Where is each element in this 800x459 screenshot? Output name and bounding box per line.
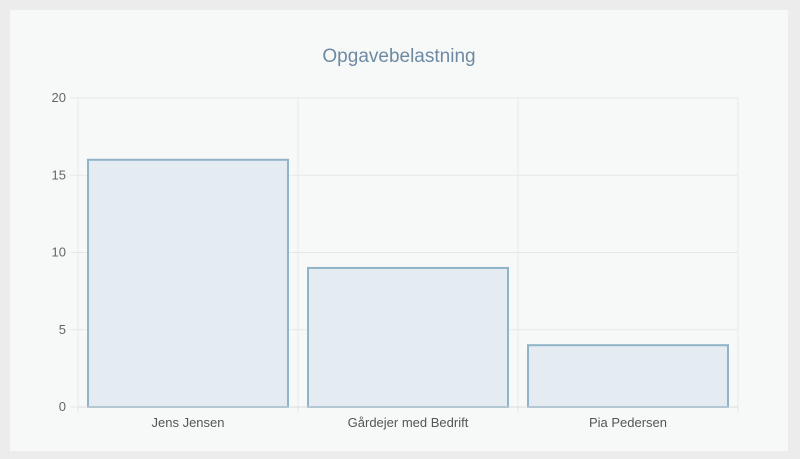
bar bbox=[87, 158, 289, 408]
chart-card: Opgavebelastning 0 5 10 15 20 Jens Jensen Gård… bbox=[10, 10, 788, 451]
chart-title: Opgavebelastning bbox=[322, 46, 476, 67]
y-tick-label: 5 bbox=[59, 322, 66, 337]
x-category-label: Gårdejer med Bedrift bbox=[348, 415, 469, 430]
x-category-label: Jens Jensen bbox=[152, 415, 225, 430]
bar bbox=[307, 266, 509, 409]
y-tick-label: 0 bbox=[59, 399, 66, 414]
bar bbox=[527, 344, 729, 409]
y-tick-label: 15 bbox=[52, 167, 66, 182]
x-category-label: Pia Pedersen bbox=[589, 415, 667, 430]
y-tick-label: 10 bbox=[52, 245, 66, 260]
y-tick-label: 20 bbox=[52, 90, 66, 105]
bar-chart: 0 5 10 15 20 Jens Jensen Gårdejer med Bedrift P… bbox=[52, 90, 739, 430]
